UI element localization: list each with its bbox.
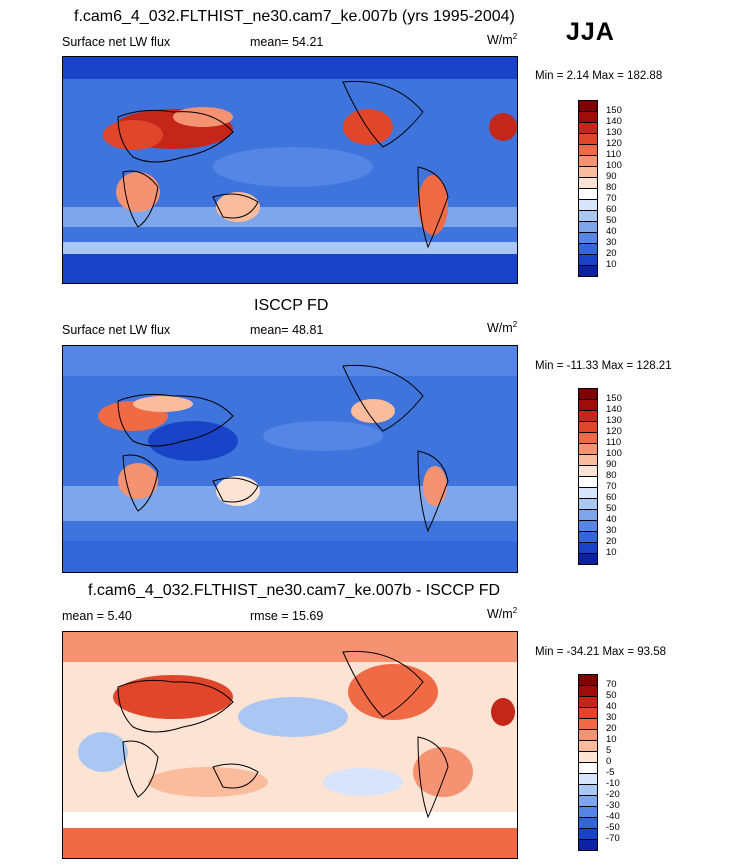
panel2-colorbar-tick-label: 110 xyxy=(606,437,622,448)
panel1-colorbar-tick-label: 130 xyxy=(606,127,622,138)
panel1-variable-label: Surface net LW flux xyxy=(62,35,171,49)
panel3-units-exp: 2 xyxy=(512,605,518,615)
panel3-colorbar-tick-label: 10 xyxy=(606,734,617,745)
panel2-colorbar-swatch xyxy=(578,553,598,565)
panel3-rmse-value: 15.69 xyxy=(292,609,324,623)
panel2-colorbar-tick-label: 60 xyxy=(606,492,617,503)
panel1-minmax: Min = 2.14 Max = 182.88 xyxy=(535,70,663,82)
panel3-units-text: W/m xyxy=(487,607,513,621)
panel1-colorbar-tick-label: 60 xyxy=(606,204,617,215)
panel2-colorbar-tick-label: 140 xyxy=(606,404,622,415)
panel1-colorbar-tick-label: 100 xyxy=(606,160,622,171)
panel1-colorbar-tick-label: 40 xyxy=(606,226,617,237)
panel3-colorbar-tick-label: -50 xyxy=(606,822,620,833)
panel2-mean-value: 48.81 xyxy=(292,323,324,337)
panel1-map xyxy=(62,56,518,284)
panel3-colorbar-swatch xyxy=(578,839,598,851)
panel3-colorbar-tick-label: -70 xyxy=(606,833,620,844)
panel3-rmse-label: rmse = xyxy=(250,609,289,623)
panel3-colorbar-tick-label: -40 xyxy=(606,811,620,822)
panel2-minmax: Min = -11.33 Max = 128.21 xyxy=(535,360,672,372)
panel1-title: f.cam6_4_032.FLTHIST_ne30.cam7_ke.007b (… xyxy=(74,8,515,25)
panel1-mean: mean= 54.21 xyxy=(250,35,323,49)
panel2-mean: mean= 48.81 xyxy=(250,323,323,337)
panel2-variable-label: Surface net LW flux xyxy=(62,323,171,337)
panel2-colorbar-tick-label: 130 xyxy=(606,415,622,426)
panel1-colorbar-tick-label: 20 xyxy=(606,248,617,259)
panel1-units: W/m2 xyxy=(487,31,518,47)
panel2-units: W/m2 xyxy=(487,319,518,335)
panel3-colorbar-tick-label: 20 xyxy=(606,723,617,734)
panel2-units-exp: 2 xyxy=(512,319,518,329)
panel2-colorbar-tick-label: 40 xyxy=(606,514,617,525)
panel3-map xyxy=(62,631,518,859)
panel1-map-svg xyxy=(63,57,517,283)
panel1-colorbar-tick-label: 140 xyxy=(606,116,622,127)
panel3-colorbar-tick-label: 0 xyxy=(606,756,612,767)
panel3-rmse: rmse = 15.69 xyxy=(250,609,323,623)
panel2-colorbar-tick-label: 120 xyxy=(606,426,622,437)
panel3-colorbar-tick-label: -30 xyxy=(606,800,620,811)
panel1-mean-label: mean= xyxy=(250,35,289,49)
panel3-colorbar-tick-label: 50 xyxy=(606,690,617,701)
panel3-colorbar-tick-label: 30 xyxy=(606,712,617,723)
panel2-map xyxy=(62,345,518,573)
panel3-colorbar-tick-label: 40 xyxy=(606,701,617,712)
panel2-colorbar-tick-label: 10 xyxy=(606,547,617,558)
panel3-mean-label: mean = 5.40 xyxy=(62,609,132,623)
panel1-colorbar-tick-label: 90 xyxy=(606,171,617,182)
panel2-colorbar-tick-label: 20 xyxy=(606,536,617,547)
panel1-units-exp: 2 xyxy=(512,31,518,41)
panel1-colorbar-tick-label: 150 xyxy=(606,105,622,116)
panel2-colorbar-tick-label: 50 xyxy=(606,503,617,514)
panel1-colorbar-tick-label: 30 xyxy=(606,237,617,248)
panel1-colorbar-tick-label: 50 xyxy=(606,215,617,226)
panel3-colorbar-tick-label: 70 xyxy=(606,679,617,690)
panel3-title: f.cam6_4_032.FLTHIST_ne30.cam7_ke.007b -… xyxy=(88,582,501,599)
panel3-colorbar-tick-label: -5 xyxy=(606,767,615,778)
panel1-colorbar-tick-label: 80 xyxy=(606,182,617,193)
panel2-title: ISCCP FD xyxy=(254,297,329,314)
panel2-colorbar-tick-label: 70 xyxy=(606,481,617,492)
panel3-units: W/m2 xyxy=(487,605,518,621)
panel3-colorbar: 70 50 40 30 20 10 5 0 -5 -10 -20 -30 -40 -50 -70 xyxy=(578,674,658,851)
panel1-colorbar-tick-label: 110 xyxy=(606,149,622,160)
panel2-units-text: W/m xyxy=(487,321,513,335)
panel2-colorbar-tick-label: 150 xyxy=(606,393,622,404)
panel3-colorbar-tick-label: -10 xyxy=(606,778,620,789)
panel2-colorbar-tick-label: 90 xyxy=(606,459,617,470)
panel1-mean-value: 54.21 xyxy=(292,35,324,49)
panel3-map-svg xyxy=(63,632,517,858)
panel2-map-svg xyxy=(63,346,517,572)
panel1-colorbar-tick-label: 10 xyxy=(606,259,617,270)
panel1-colorbar-tick-label: 70 xyxy=(606,193,617,204)
panel2-colorbar-tick-label: 100 xyxy=(606,448,622,459)
panel1-colorbar-swatch xyxy=(578,265,598,277)
season-label: JJA xyxy=(566,18,615,46)
panel2-colorbar-tick-label: 30 xyxy=(606,525,617,536)
panel2-colorbar-tick-label: 80 xyxy=(606,470,617,481)
panel3-minmax: Min = -34.21 Max = 93.58 xyxy=(535,646,667,658)
panel1-units-text: W/m xyxy=(487,33,513,47)
panel3-colorbar-tick-label: 5 xyxy=(606,745,612,756)
panel2-colorbar: 150 140 130 120 110 100 90 80 70 60 50 40 30 20 10 xyxy=(578,388,658,565)
panel3-colorbar-tick-label: -20 xyxy=(606,789,620,800)
panel1-colorbar-tick-label: 120 xyxy=(606,138,622,149)
panel2-mean-label: mean= xyxy=(250,323,289,337)
panel1-colorbar: 150 140 130 120 110 100 90 80 70 60 50 40 30 20 10 xyxy=(578,100,658,277)
